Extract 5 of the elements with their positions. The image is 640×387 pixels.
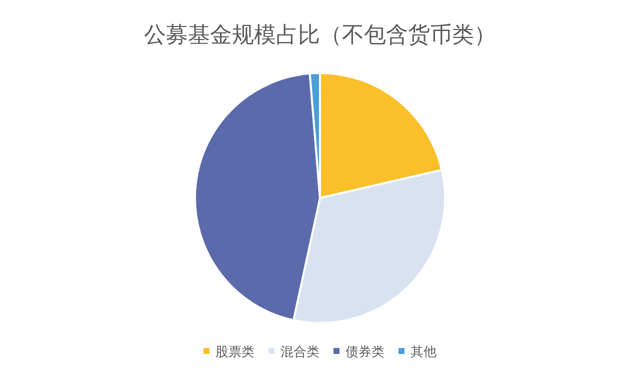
- legend-label: 其他: [410, 345, 436, 360]
- title: 公募基金规模占比（不包含货币类）: [144, 23, 496, 48]
- legend-label: 混合类: [280, 345, 320, 360]
- legend-label: 债券类: [346, 345, 384, 360]
- legend-label: 股票类: [216, 345, 254, 360]
